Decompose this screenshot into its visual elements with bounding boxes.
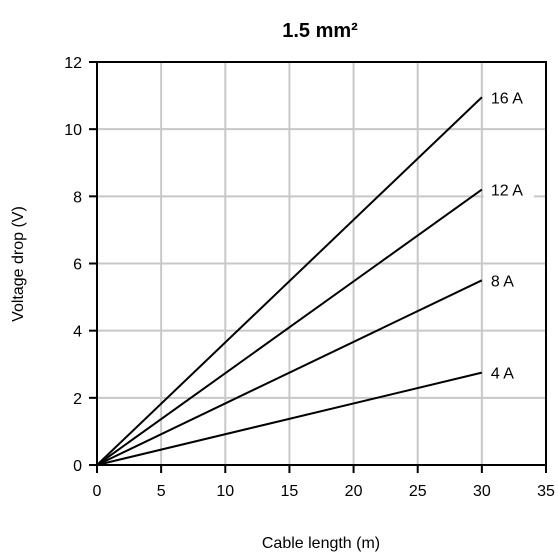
x-tick-label: 25 xyxy=(409,483,427,500)
series-label-background xyxy=(483,268,534,291)
y-tick-label: 10 xyxy=(64,122,82,139)
y-tick-label: 12 xyxy=(64,55,82,72)
y-tick-label: 4 xyxy=(73,324,82,341)
y-tick-label: 6 xyxy=(73,257,82,274)
series-line-12a xyxy=(96,188,483,466)
series-group: 16 A 12 A 8 A 4 A xyxy=(96,85,534,466)
x-tick-label: 30 xyxy=(473,483,491,500)
series-line-16a xyxy=(96,96,483,466)
grid xyxy=(97,62,546,465)
y-tick-label: 2 xyxy=(73,391,82,408)
y-axis: 0 2 4 6 8 10 12 xyxy=(64,55,97,475)
series-line-4a xyxy=(96,371,483,466)
x-tick-label: 5 xyxy=(157,483,166,500)
x-tick-label: 10 xyxy=(216,483,234,500)
x-tick-label: 15 xyxy=(281,483,299,500)
x-tick-label: 35 xyxy=(537,483,555,500)
y-axis-title: Voltage drop (V) xyxy=(10,206,27,322)
y-tick-label: 0 xyxy=(73,458,82,475)
x-tick-label: 20 xyxy=(345,483,363,500)
series-label: 16 A xyxy=(491,90,523,107)
chart-title: 1.5 mm² xyxy=(282,20,358,42)
x-axis-title: Cable length (m) xyxy=(262,535,380,552)
x-tick-label: 0 xyxy=(93,483,102,500)
series-label: 8 A xyxy=(491,273,514,290)
series-line-8a xyxy=(96,279,483,466)
series-label-background xyxy=(483,360,534,383)
series-label: 12 A xyxy=(491,183,523,200)
y-tick-label: 8 xyxy=(73,189,82,206)
series-label: 4 A xyxy=(491,366,514,383)
x-axis: 0 5 10 15 20 25 30 35 xyxy=(93,465,555,500)
series-label-background xyxy=(483,85,534,108)
series-label-background xyxy=(483,177,534,200)
